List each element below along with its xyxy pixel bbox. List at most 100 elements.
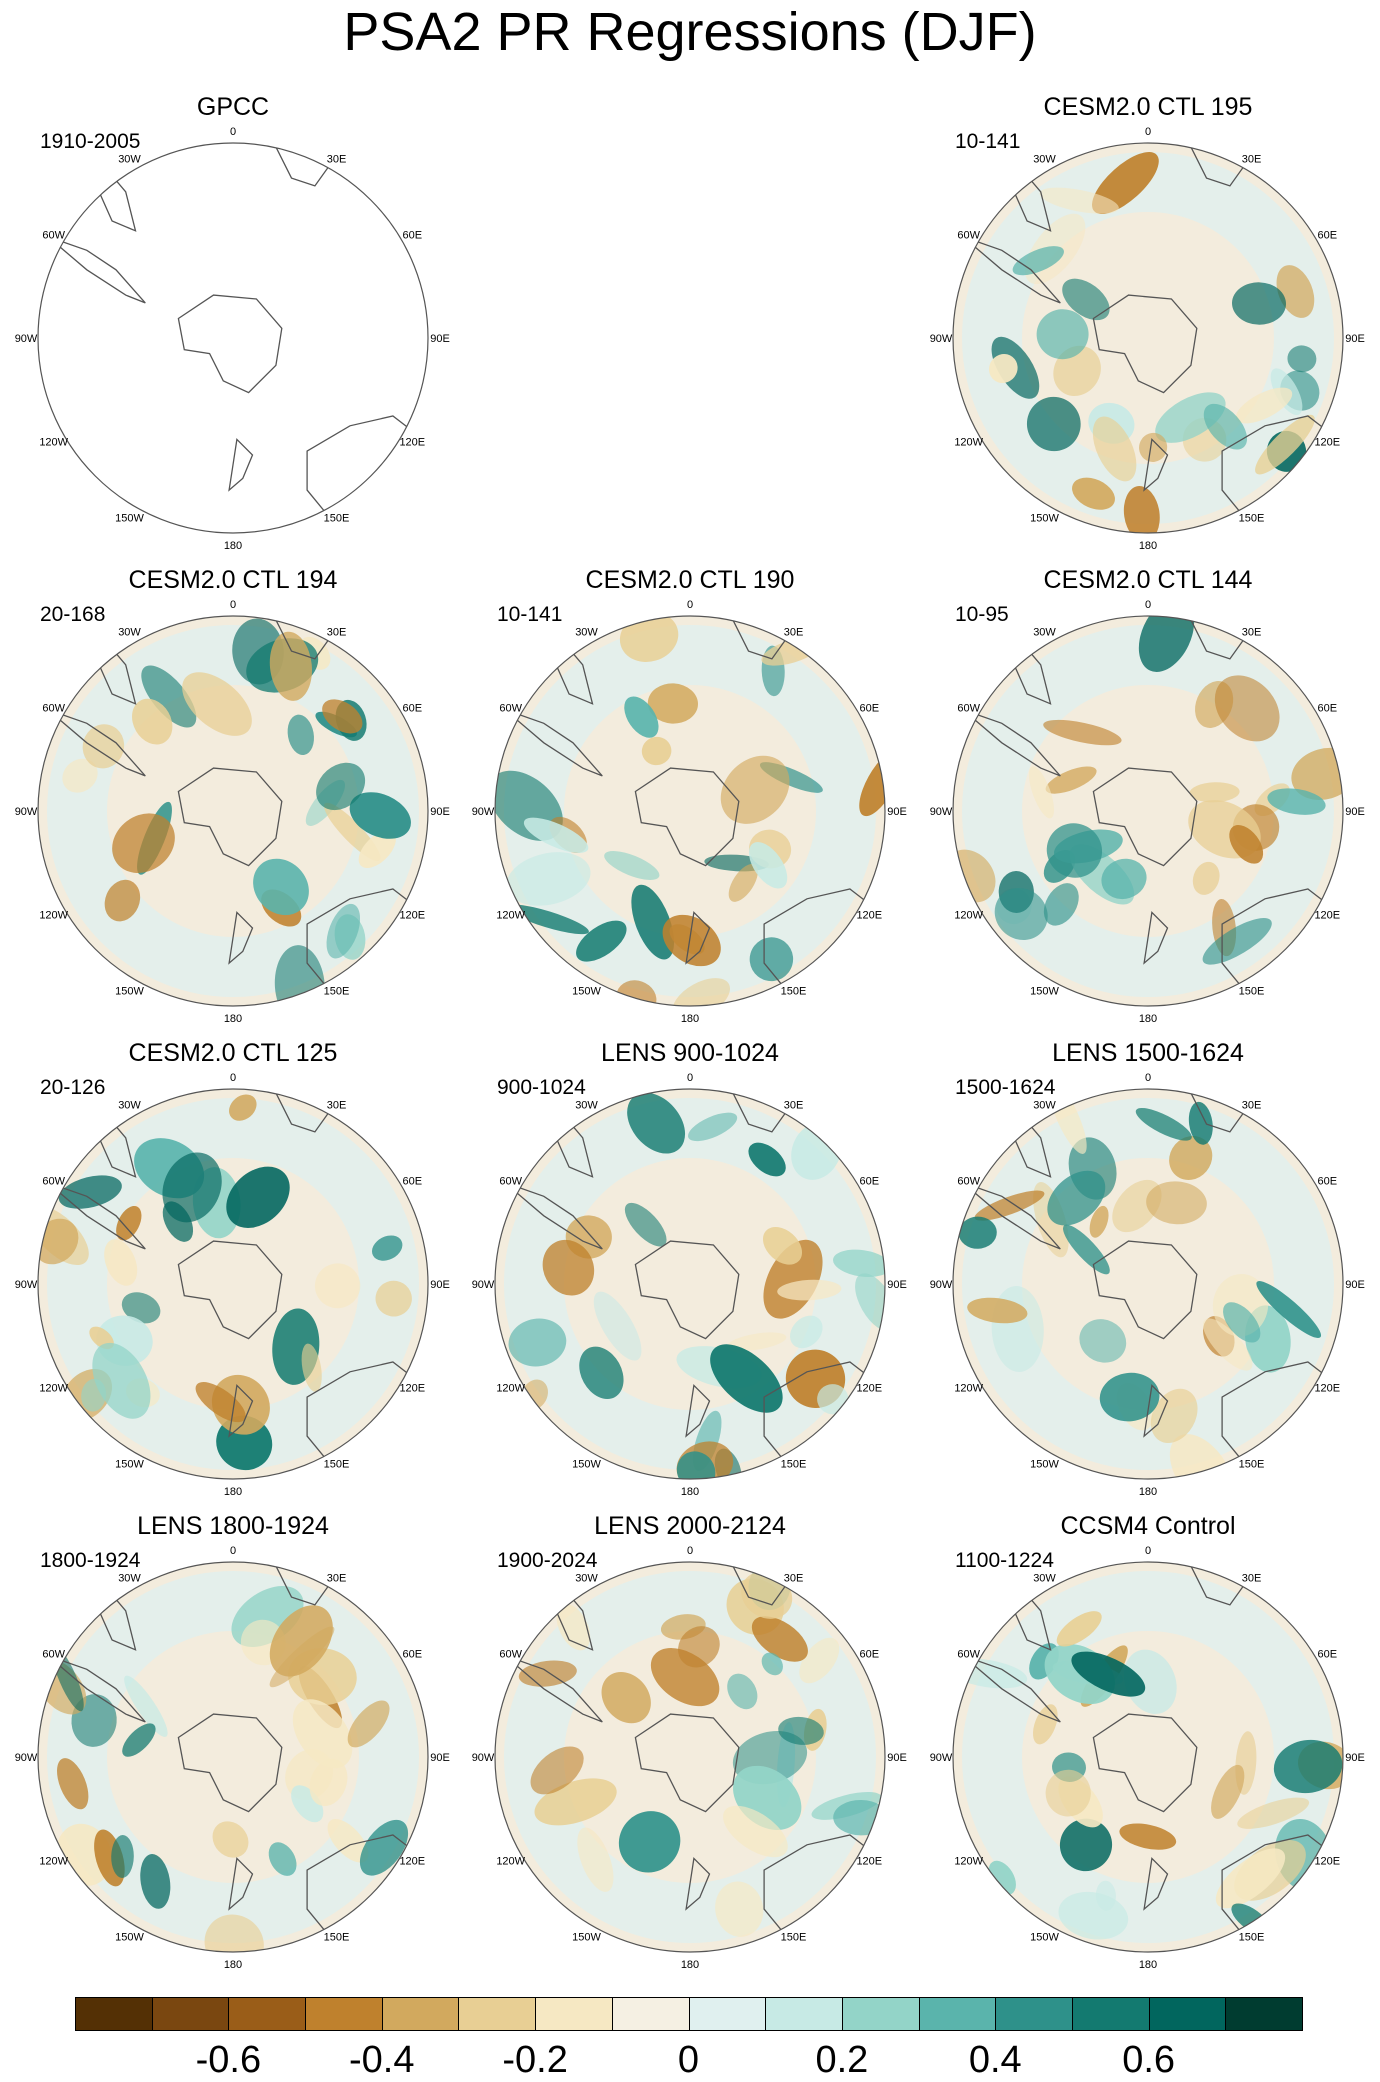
field-anomaly-blob xyxy=(601,1671,651,1724)
field-anomaly-blob xyxy=(506,852,591,906)
longitude-label: 120W xyxy=(954,437,983,449)
map-boundary xyxy=(494,1561,886,1953)
longitude-label: 60E xyxy=(1318,230,1338,242)
longitude-label: 150W xyxy=(115,985,144,997)
field-anomaly-blob xyxy=(624,696,659,738)
colorbar-swatch xyxy=(688,1997,767,2031)
field-anomaly-blob xyxy=(1046,823,1103,878)
field-anomaly-blob xyxy=(749,937,794,982)
longitude-label: 120E xyxy=(1314,1383,1340,1395)
field-anomaly-blob xyxy=(82,724,125,769)
panel-title: CESM2.0 CTL 194 xyxy=(128,566,338,594)
colorbar-swatch xyxy=(151,1997,230,2031)
longitude-label: 120E xyxy=(399,437,425,449)
colorbar-swatch xyxy=(535,1997,613,2031)
longitude-label: 120E xyxy=(399,1383,425,1395)
field-anomaly-blob xyxy=(314,1263,361,1309)
longitude-label: 90E xyxy=(887,1752,907,1764)
longitude-label: 60E xyxy=(403,230,423,242)
field-anomaly-blob xyxy=(833,1249,885,1277)
colorbar-swatch xyxy=(458,1997,537,2031)
longitude-label: 30W xyxy=(118,627,141,639)
longitude-label: 0 xyxy=(230,126,236,138)
map-boundary xyxy=(952,1561,1344,1953)
map-boundary xyxy=(37,1561,429,1953)
longitude-label: 60W xyxy=(957,703,980,715)
field-anomaly-blob xyxy=(1032,1704,1058,1745)
longitude-label: 180 xyxy=(1139,1486,1157,1498)
longitude-label: 60E xyxy=(1318,1176,1338,1188)
longitude-label: 30W xyxy=(575,1100,598,1112)
map-panel-lens-2000-2124: LENS 2000-2124 1900-2024 0 30E 60E 90E 120E 150… xyxy=(460,1511,920,1981)
longitude-label: 150E xyxy=(1239,1458,1265,1470)
map-boundary xyxy=(494,1088,886,1480)
polar-map: 0 30E 60E 90E 120E 150E 180 150W 120W 90W 60W 30W xyxy=(930,1072,1365,1498)
field-anomaly-blob xyxy=(710,1344,783,1413)
panel-years-label: 1910-2005 xyxy=(40,130,141,153)
regression-field xyxy=(495,1089,885,1479)
field-anomaly-blob xyxy=(1043,719,1122,746)
polar-map: 0 30E 60E 90E 120E 150E 180 150W 120W 90W 60W 30W xyxy=(472,599,907,1025)
field-anomaly-blob xyxy=(1202,1318,1253,1371)
field-anomaly-blob xyxy=(162,1152,222,1223)
colorbar-swatch xyxy=(75,1997,153,2031)
field-anomaly-blob xyxy=(124,1675,168,1737)
longitude-label: 180 xyxy=(224,1959,242,1971)
longitude-label: 30E xyxy=(1242,1100,1262,1112)
field-anomaly-blob xyxy=(349,792,411,839)
field-anomaly-blob xyxy=(508,1318,567,1367)
field-anomaly-blob xyxy=(1036,309,1089,360)
field-anomaly-blob xyxy=(1192,861,1220,895)
colorbar-swatch xyxy=(611,1997,690,2031)
field-anomaly-blob xyxy=(253,858,309,916)
field-anomaly-blob xyxy=(1026,396,1081,452)
longitude-label: 30W xyxy=(1033,154,1056,166)
longitude-label: 180 xyxy=(224,1486,242,1498)
figure-title: PSA2 PR Regressions (DJF) xyxy=(343,2,1037,62)
longitude-label: 60E xyxy=(1318,703,1338,715)
field-anomaly-blob xyxy=(268,1842,297,1876)
field-anomaly-blob xyxy=(1099,1372,1160,1422)
longitude-label: 30E xyxy=(1242,627,1262,639)
field-anomaly-blob xyxy=(121,1292,161,1324)
polar-map: 0 30E 60E 90E 120E 150E 180 150W 120W 90W 60W 30W xyxy=(15,599,450,1025)
longitude-label: 0 xyxy=(687,599,693,611)
longitude-label: 0 xyxy=(230,1545,236,1557)
panel-years-label: 1900-2024 xyxy=(497,1549,598,1572)
field-anomaly-blob xyxy=(1203,403,1248,450)
longitude-label: 30W xyxy=(575,627,598,639)
longitude-label: 30W xyxy=(118,154,141,166)
panel-title: CCSM4 Control xyxy=(1060,1512,1236,1540)
longitude-label: 30W xyxy=(1033,627,1056,639)
field-anomaly-blob xyxy=(530,1746,584,1795)
longitude-label: 120W xyxy=(954,1856,983,1868)
longitude-label: 30E xyxy=(784,627,804,639)
colorbar-tick-label: -0.2 xyxy=(502,2039,568,2081)
longitude-label: 90E xyxy=(1345,806,1365,818)
field-anomaly-blob xyxy=(542,1239,595,1296)
longitude-label: 0 xyxy=(1145,1072,1151,1084)
longitude-label: 180 xyxy=(1139,540,1157,552)
longitude-label: 0 xyxy=(687,1545,693,1557)
field-anomaly-blob xyxy=(728,863,758,902)
colorbar-swatch xyxy=(228,1997,307,2031)
panel-title: LENS 2000-2124 xyxy=(594,1512,786,1540)
field-anomaly-blob xyxy=(1232,282,1286,325)
polar-map: 0 30E 60E 90E 120E 150E 180 150W 120W 90W 60W 30W xyxy=(15,1072,450,1498)
field-anomaly-blob xyxy=(604,851,660,880)
field-anomaly-blob xyxy=(359,1819,409,1876)
map-boundary xyxy=(952,142,1344,534)
longitude-label: 180 xyxy=(224,540,242,552)
longitude-label: 60W xyxy=(499,703,522,715)
colorbar-tick-label: 0.4 xyxy=(968,2039,1022,2081)
longitude-label: 60W xyxy=(42,230,65,242)
field-anomaly-blob xyxy=(1150,1388,1198,1444)
field-anomaly-blob xyxy=(1071,1651,1146,1697)
field-anomaly-blob xyxy=(1012,246,1064,276)
longitude-label: 90E xyxy=(1345,333,1365,345)
longitude-label: 150W xyxy=(1030,985,1059,997)
field-anomaly-blob xyxy=(292,1699,353,1769)
field-anomaly-blob xyxy=(751,1616,808,1662)
longitude-label: 60E xyxy=(403,703,423,715)
longitude-label: 180 xyxy=(224,1013,242,1025)
